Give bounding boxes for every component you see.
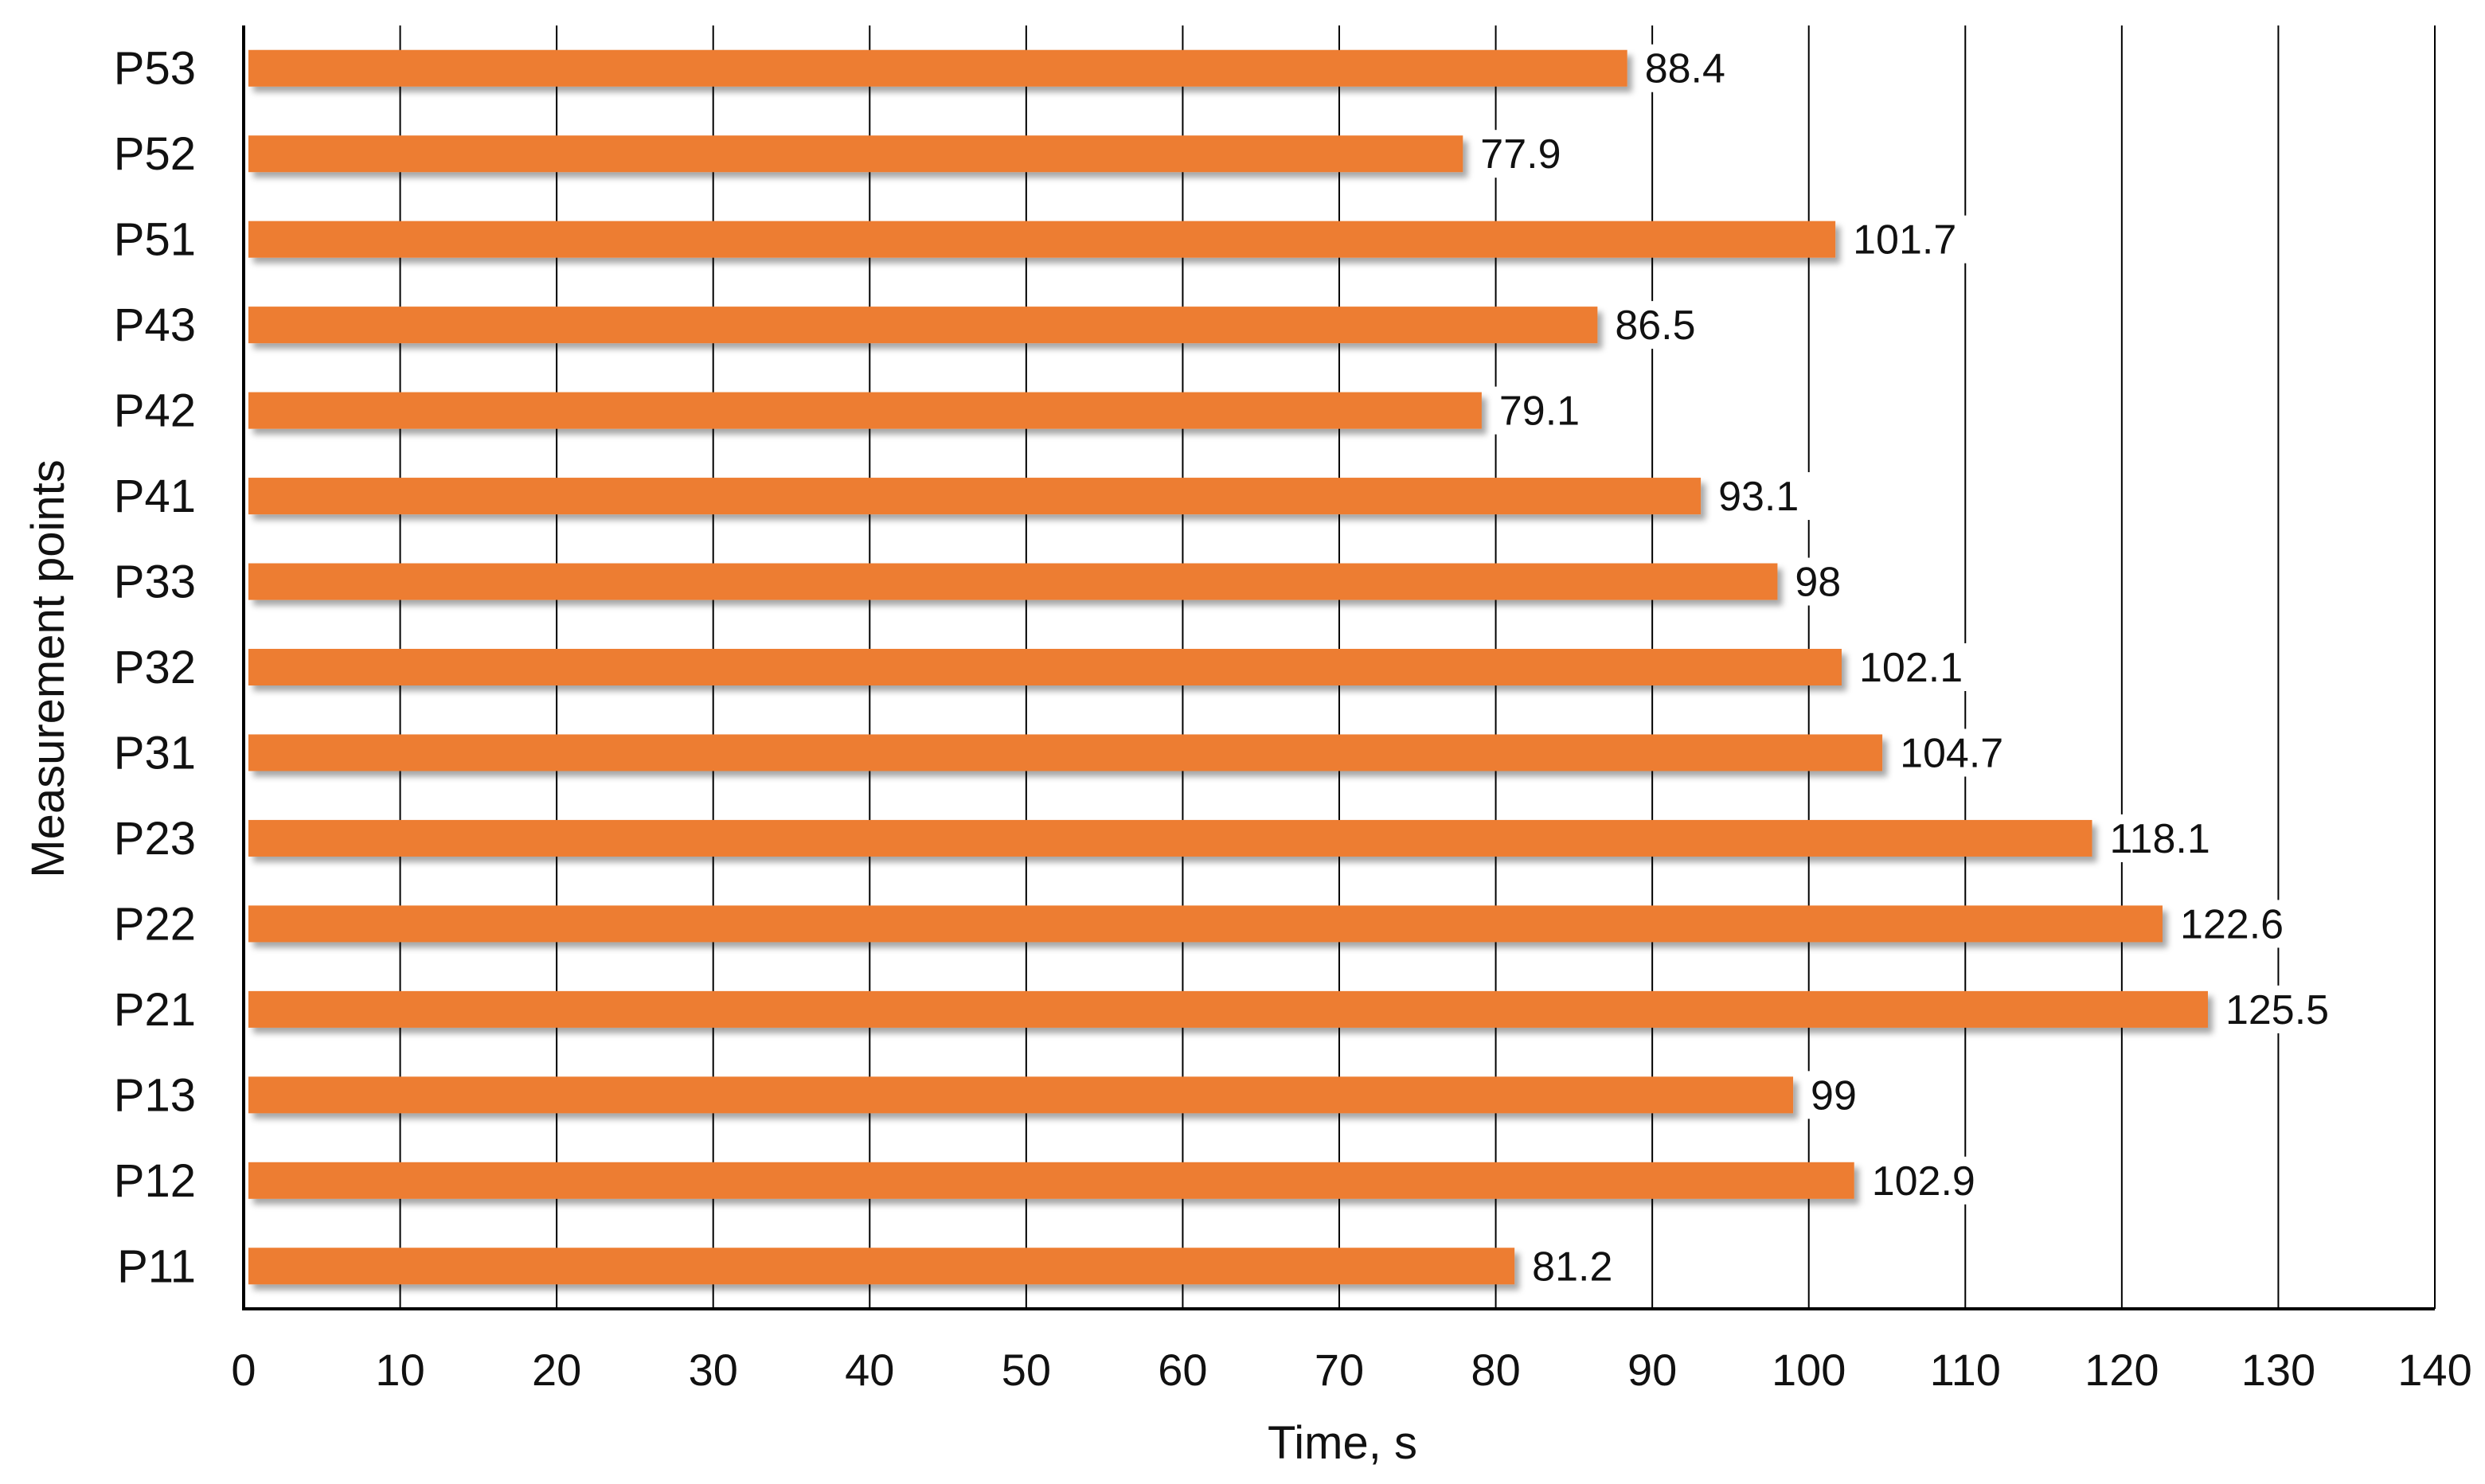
value-label-background	[2103, 814, 2236, 862]
axes	[242, 25, 2435, 1310]
x-tick-label: 130	[2241, 1345, 2315, 1395]
value-label-background	[1852, 643, 1985, 691]
value-label-background	[1638, 44, 1747, 92]
value-label: 81.2	[1532, 1244, 1612, 1290]
value-label-background	[1893, 728, 2026, 777]
x-tick-label: 90	[1627, 1345, 1677, 1395]
bar-p52	[248, 135, 1463, 173]
bar-p31	[248, 734, 1883, 771]
x-tick-label: 110	[1930, 1345, 2001, 1395]
value-label-background	[2173, 900, 2306, 948]
value-label: 104.7	[1900, 730, 2003, 776]
value-label-background	[1846, 215, 1979, 264]
bar-p23	[248, 819, 2092, 857]
value-label-background	[1865, 1156, 1998, 1205]
x-tick-label: 40	[845, 1345, 894, 1395]
x-tick-label: 20	[532, 1345, 581, 1395]
bar-p32	[248, 649, 1842, 685]
value-label: 79.1	[1499, 389, 1580, 435]
y-tick-label: P22	[114, 898, 196, 950]
bar-p43	[248, 307, 1598, 344]
bar-p11	[248, 1248, 1515, 1285]
x-tick-label: 70	[1315, 1345, 1364, 1395]
value-label-background	[1608, 301, 1717, 350]
y-tick-label: P42	[114, 385, 196, 437]
x-tick-label: 0	[231, 1345, 256, 1395]
x-tick-label: 80	[1471, 1345, 1520, 1395]
value-label: 102.9	[1872, 1158, 1975, 1205]
value-label: 118.1	[2110, 816, 2210, 862]
y-axis-title: Measurement points	[22, 459, 74, 877]
value-label-background	[1788, 557, 1850, 606]
value-label: 102.1	[1859, 645, 1963, 691]
value-label-background	[1526, 1242, 1635, 1291]
value-label: 98	[1795, 560, 1841, 606]
x-tick-label: 60	[1158, 1345, 1207, 1395]
x-tick-label: 50	[1002, 1345, 1051, 1395]
value-label-background	[2218, 985, 2351, 1033]
bar-p53	[248, 49, 1627, 87]
bar-p12	[248, 1162, 1854, 1199]
value-label: 88.4	[1645, 46, 1725, 92]
x-tick-labels: 0 10 20 30 40 50 60 70 80 90 100 110 120 130 140	[231, 1345, 2471, 1395]
x-tick-label: 10	[375, 1345, 424, 1395]
x-tick-label: 100	[1772, 1345, 1846, 1395]
x-tick-label: 120	[2085, 1345, 2159, 1395]
value-label: 125.5	[2225, 987, 2329, 1033]
y-tick-label: P12	[114, 1155, 196, 1207]
bar-p21	[248, 990, 2208, 1028]
value-label-background	[1804, 1071, 1866, 1119]
value-label-background	[1474, 130, 1583, 178]
x-tick-label: 30	[689, 1345, 738, 1395]
value-label: 86.5	[1615, 303, 1695, 349]
y-tick-label: P51	[114, 214, 196, 266]
y-tick-label: P11	[117, 1240, 196, 1292]
y-tick-label: P31	[114, 727, 196, 779]
y-tick-label: P21	[114, 984, 196, 1036]
y-tick-label: P33	[114, 556, 196, 608]
bar-p42	[248, 392, 1482, 429]
bar-p22	[248, 905, 2163, 943]
y-tick-label: P52	[114, 128, 196, 180]
bar-p41	[248, 478, 1702, 515]
value-label: 122.6	[2180, 901, 2284, 947]
y-tick-label: P13	[114, 1069, 196, 1121]
value-label-background	[1712, 472, 1821, 521]
y-tick-label: P32	[114, 642, 196, 693]
bar-p13	[248, 1076, 1794, 1114]
y-tick-label: P23	[114, 813, 196, 865]
value-label: 77.9	[1480, 131, 1561, 178]
x-axis-title: Time, s	[1268, 1417, 1417, 1469]
bar-p51	[248, 221, 1836, 258]
bar-p33	[248, 563, 1778, 600]
value-label: 101.7	[1853, 217, 1956, 264]
y-tick-label: P43	[114, 299, 196, 351]
y-tick-label: P53	[114, 43, 196, 95]
value-label-background	[1492, 386, 1601, 435]
value-label: 93.1	[1718, 474, 1799, 520]
value-labels: 88.4 77.9 101.7 86.5 79.1 93.1 98 102.1 104.7 118…	[1474, 44, 2351, 1291]
bars	[248, 49, 2208, 1285]
x-tick-label: 140	[2397, 1345, 2471, 1395]
y-tick-label: P41	[114, 471, 196, 522]
value-label: 99	[1811, 1072, 1857, 1119]
y-tick-labels: P53 P52 P51 P43 P42 P41 P33 P32 P31 P23 P22 P21 P13 P…	[114, 43, 196, 1293]
